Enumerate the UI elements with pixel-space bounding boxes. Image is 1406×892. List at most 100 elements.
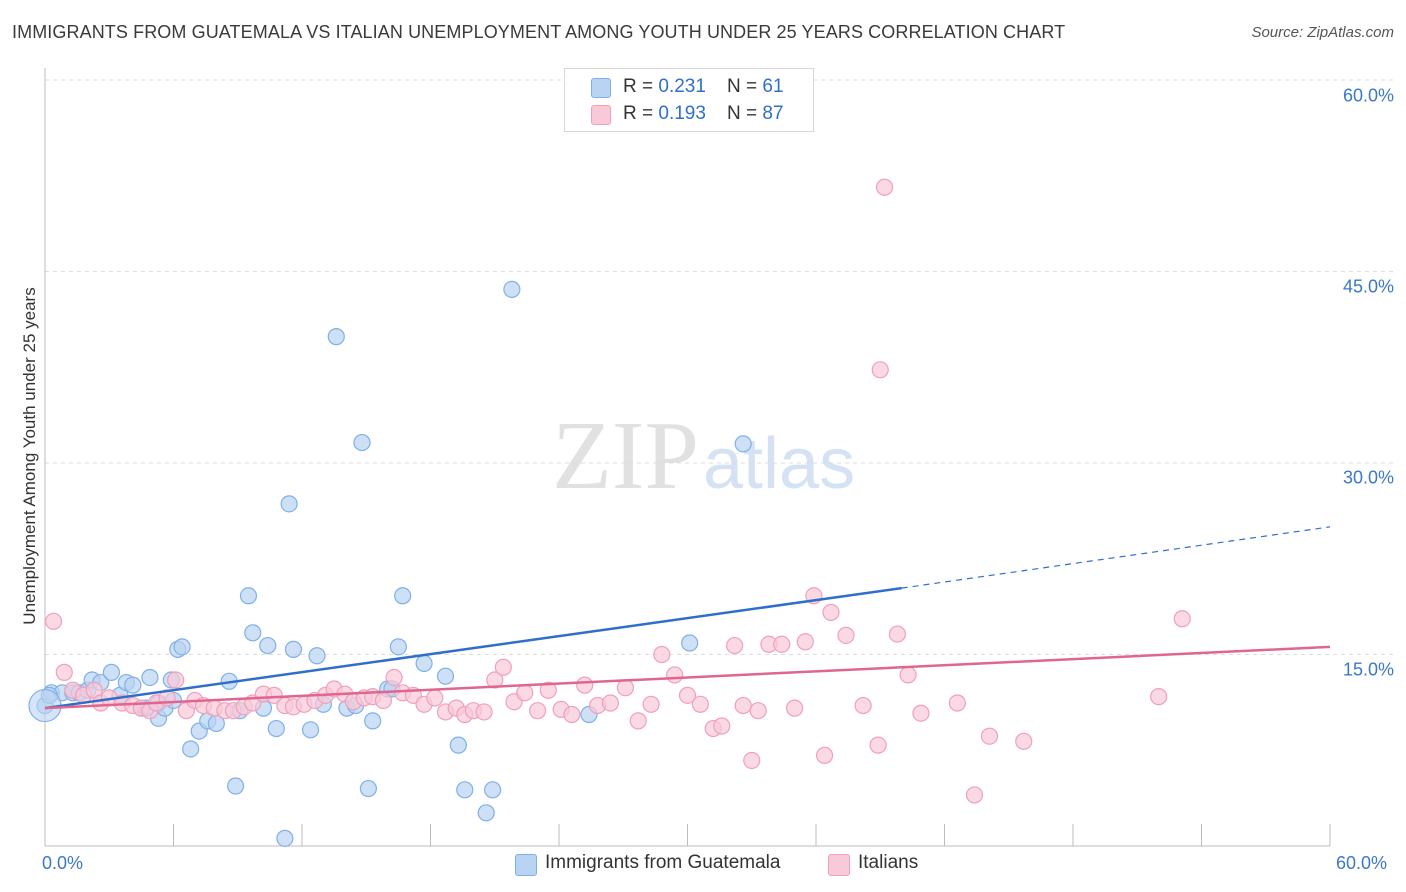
n-label: N = xyxy=(727,103,763,124)
italians-point xyxy=(616,679,634,697)
italians-point xyxy=(869,736,887,754)
legend-label: Italians xyxy=(858,852,919,873)
guatemala-point xyxy=(102,663,120,681)
guatemala-point xyxy=(308,647,326,665)
italians-point xyxy=(678,686,697,704)
stats-legend: R = 0.231 N = 61 R = 0.193 N = 87 xyxy=(564,68,814,132)
x-tick-label: 0.0% xyxy=(42,853,84,873)
guatemala-point xyxy=(227,777,245,795)
guatemala-point xyxy=(259,636,277,655)
italians-point xyxy=(815,746,834,764)
italians-point xyxy=(980,727,999,745)
italians-point xyxy=(486,671,504,689)
italians-point xyxy=(1015,732,1033,750)
n-label: N = xyxy=(727,76,763,97)
guatemala-point xyxy=(141,668,159,687)
legend-swatch-blue xyxy=(591,78,611,98)
legend-text: R = 0.193 N = 87 xyxy=(623,103,784,125)
legend-label: Immigrants from Guatemala xyxy=(545,852,781,873)
grid-lines xyxy=(45,79,1395,655)
italians-point xyxy=(912,704,930,722)
italians-point xyxy=(494,658,512,676)
guatemala-point xyxy=(280,495,298,513)
italians-point xyxy=(734,696,752,715)
watermark: ZIPatlas xyxy=(552,400,855,512)
italians-point xyxy=(44,612,63,630)
italians-point xyxy=(601,694,620,712)
guatemala-point xyxy=(436,667,455,685)
y-tick-label: 15.0% xyxy=(1342,659,1394,680)
guatemala-point xyxy=(456,781,474,799)
trend-lines xyxy=(44,526,1331,710)
italians-point xyxy=(642,695,660,713)
watermark-zip: ZIP xyxy=(552,402,699,510)
italians-point xyxy=(743,751,761,770)
italians-point xyxy=(726,636,744,655)
guatemala-point xyxy=(394,587,412,605)
y-tick-label: 30.0% xyxy=(1342,467,1394,488)
italians-point xyxy=(749,702,767,720)
y-axis-label: Unemployment Among Youth under 25 years xyxy=(20,287,39,625)
italians-point xyxy=(374,691,392,710)
guatemala-point xyxy=(364,712,382,730)
series-italians xyxy=(44,178,1191,804)
r-label: R = xyxy=(623,103,659,124)
italians-point xyxy=(837,626,855,644)
guatemala-point xyxy=(503,280,521,298)
italians-trend-line xyxy=(44,645,1331,710)
italians-point xyxy=(773,635,791,653)
guatemala-point xyxy=(301,721,320,739)
guatemala-trend-extension xyxy=(901,526,1331,589)
italians-point xyxy=(785,699,804,717)
italians-point xyxy=(1150,688,1168,706)
guatemala-point xyxy=(182,740,200,758)
italians-point xyxy=(888,625,906,643)
italians-point xyxy=(871,361,889,379)
guatemala-point xyxy=(244,624,262,642)
italians-point xyxy=(426,689,444,707)
guatemala-point xyxy=(477,804,495,822)
italians-point xyxy=(55,663,73,681)
italians-point xyxy=(796,633,814,651)
guatemala-point xyxy=(734,435,752,453)
italians-point xyxy=(822,603,840,621)
legend-swatch-pink xyxy=(591,105,611,125)
r-value: 0.193 xyxy=(658,103,706,124)
n-value: 87 xyxy=(762,103,784,124)
guatemala-point xyxy=(284,640,303,658)
italians-point xyxy=(385,668,403,687)
guatemala-point xyxy=(173,638,191,656)
italians-point xyxy=(563,705,581,724)
guatemala-point xyxy=(484,781,502,799)
watermark-atlas: atlas xyxy=(703,424,856,504)
r-label: R = xyxy=(623,76,659,97)
italians-point xyxy=(875,178,894,196)
italians-point xyxy=(854,696,872,715)
italians-point xyxy=(965,786,984,804)
italians-point xyxy=(539,681,557,699)
italians-point xyxy=(948,694,966,712)
source-label: Source: ZipAtlas.com xyxy=(1251,24,1394,41)
italians-point xyxy=(629,712,647,730)
italians-point xyxy=(265,686,283,704)
guatemala-point xyxy=(124,676,142,694)
italians-point xyxy=(713,717,731,735)
italians-point xyxy=(516,684,534,702)
italians-point xyxy=(666,666,684,684)
y-tick-label: 45.0% xyxy=(1342,276,1394,297)
italians-point xyxy=(167,671,185,689)
x-tick-label: 60.0% xyxy=(1336,853,1388,873)
italians-point xyxy=(691,695,709,713)
guatemala-point xyxy=(353,433,371,452)
italians-point xyxy=(528,702,547,720)
italians-point xyxy=(576,676,594,694)
legend-text: R = 0.231 N = 61 xyxy=(623,76,784,98)
guatemala-trend-line xyxy=(44,586,902,710)
italians-point xyxy=(899,666,917,684)
guatemala-point xyxy=(415,654,433,673)
guatemala-point xyxy=(276,829,294,847)
guatemala-point xyxy=(681,634,699,652)
r-value: 0.231 xyxy=(658,76,706,97)
series-guatemala xyxy=(28,280,752,847)
